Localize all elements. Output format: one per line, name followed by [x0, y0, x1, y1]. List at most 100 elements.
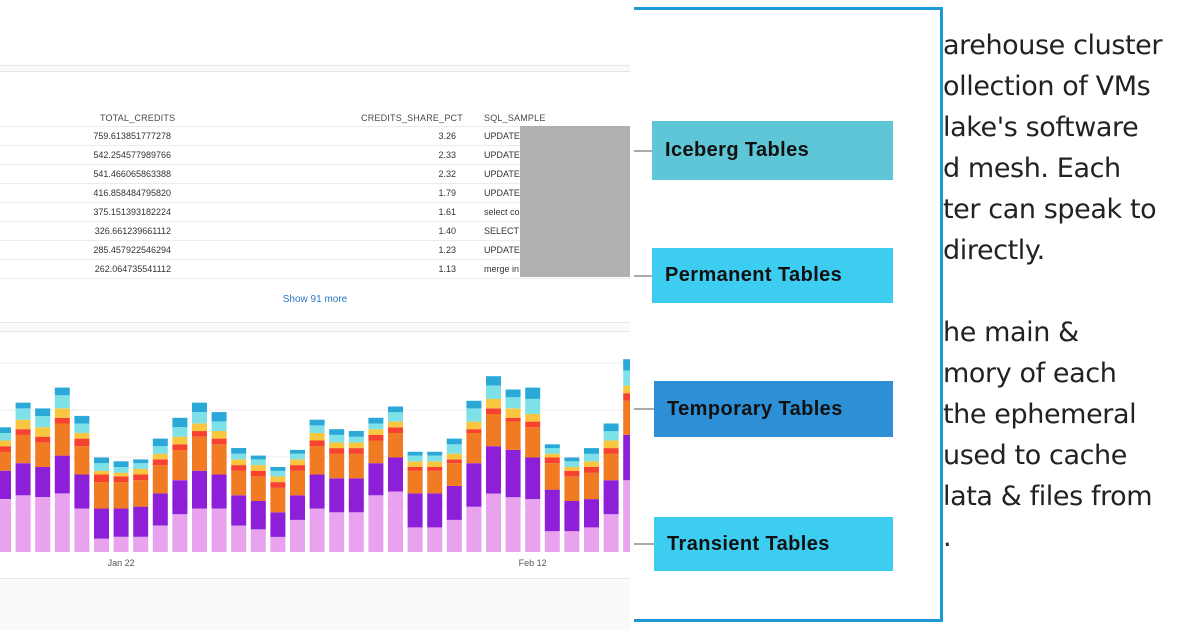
bar-segment[interactable] [486, 446, 501, 494]
bar-segment[interactable] [505, 497, 521, 552]
bar-segment[interactable] [152, 438, 168, 447]
bar-segment[interactable] [211, 508, 227, 553]
bar-segment[interactable] [329, 453, 345, 479]
bar-segment[interactable] [250, 470, 266, 477]
bar-segment[interactable] [623, 370, 630, 386]
bar-segment[interactable] [505, 397, 521, 409]
bar-segment[interactable] [152, 465, 168, 494]
bar-segment[interactable] [329, 434, 345, 443]
bar-segment[interactable] [446, 459, 462, 464]
bar-segment[interactable] [446, 485, 462, 520]
bar-segment[interactable] [94, 482, 109, 509]
bar-segment[interactable] [152, 446, 168, 454]
bar-segment[interactable] [368, 417, 384, 424]
bar-segment[interactable] [15, 419, 31, 430]
bar-segment[interactable] [486, 398, 501, 409]
bar-segment[interactable] [584, 472, 599, 500]
bar-segment[interactable] [466, 506, 482, 552]
bar-segment[interactable] [113, 472, 129, 477]
bar-segment[interactable] [94, 463, 109, 471]
bar-segment[interactable] [446, 444, 462, 454]
bar-segment[interactable] [74, 415, 90, 424]
bar-segment[interactable] [603, 440, 619, 449]
bar-segment[interactable] [603, 448, 619, 454]
bar-segment[interactable] [192, 402, 207, 413]
bar-segment[interactable] [544, 444, 560, 449]
bar-segment[interactable] [192, 508, 207, 553]
bar-segment[interactable] [113, 461, 129, 467]
bar-segment[interactable] [309, 474, 325, 509]
bar-segment[interactable] [231, 459, 247, 466]
bar-segment[interactable] [152, 493, 168, 526]
bar-segment[interactable] [172, 449, 188, 481]
bar-segment[interactable] [525, 457, 541, 500]
table-row[interactable]: 375.151393182224 1.61 select co [0, 202, 630, 221]
bar-segment[interactable] [544, 448, 560, 454]
table-row[interactable]: 416.858484795820 1.79 UPDATE [0, 183, 630, 202]
bar-segment[interactable] [74, 438, 90, 447]
bar-segment[interactable] [427, 451, 443, 456]
bar-segment[interactable] [211, 444, 227, 475]
bar-segment[interactable] [329, 478, 345, 513]
bar-segment[interactable] [388, 406, 403, 413]
bar-segment[interactable] [54, 455, 70, 494]
bar-segment[interactable] [250, 501, 266, 530]
bar-segment[interactable] [329, 429, 345, 435]
bar-segment[interactable] [192, 412, 207, 424]
bar-segment[interactable] [113, 536, 129, 552]
bar-segment[interactable] [211, 431, 227, 439]
bar-segment[interactable] [466, 463, 482, 507]
bar-segment[interactable] [172, 436, 188, 445]
bar-segment[interactable] [290, 453, 305, 460]
bar-segment[interactable] [623, 480, 630, 552]
bar-segment[interactable] [133, 459, 149, 464]
bar-segment[interactable] [388, 491, 403, 553]
bar-segment[interactable] [525, 421, 541, 428]
bar-segment[interactable] [35, 466, 51, 498]
bar-segment[interactable] [113, 467, 129, 473]
bar-segment[interactable] [505, 417, 521, 422]
bar-segment[interactable] [54, 417, 70, 424]
bar-segment[interactable] [584, 448, 599, 454]
bar-segment[interactable] [564, 501, 580, 532]
bar-segment[interactable] [74, 423, 90, 433]
bar-segment[interactable] [290, 459, 305, 466]
bar-segment[interactable] [427, 527, 443, 552]
bar-segment[interactable] [290, 519, 305, 552]
bar-segment[interactable] [133, 506, 149, 537]
bar-segment[interactable] [486, 493, 501, 552]
bar-segment[interactable] [74, 508, 90, 553]
bar-segment[interactable] [172, 514, 188, 552]
bar-segment[interactable] [427, 470, 443, 494]
bar-segment[interactable] [525, 427, 541, 458]
bar-segment[interactable] [192, 431, 207, 437]
bar-segment[interactable] [270, 470, 286, 477]
bar-segment[interactable] [94, 474, 109, 483]
bar-segment[interactable] [172, 417, 188, 428]
bar-segment[interactable] [309, 508, 325, 553]
bar-segment[interactable] [329, 442, 345, 449]
bar-segment[interactable] [250, 476, 266, 501]
bar-segment[interactable] [15, 408, 31, 420]
bar-segment[interactable] [564, 461, 580, 467]
bar-segment[interactable] [466, 408, 482, 422]
bar-segment[interactable] [348, 478, 364, 513]
column-header-sql-sample[interactable]: SQL_SAMPLE [484, 113, 546, 123]
bar-segment[interactable] [603, 423, 619, 432]
bar-segment[interactable] [544, 453, 560, 458]
bar-segment[interactable] [172, 480, 188, 515]
table-row[interactable]: 542.254577989766 2.33 UPDATE [0, 145, 630, 164]
bar-segment[interactable] [74, 474, 90, 509]
bar-segment[interactable] [309, 446, 325, 475]
bar-segment[interactable] [505, 408, 521, 418]
bar-segment[interactable] [564, 476, 580, 501]
bar-segment[interactable] [74, 432, 90, 439]
bar-segment[interactable] [231, 495, 247, 526]
bar-segment[interactable] [250, 455, 266, 460]
bar-segment[interactable] [544, 531, 560, 552]
bar-segment[interactable] [486, 385, 501, 399]
bar-segment[interactable] [270, 487, 286, 513]
bar-segment[interactable] [427, 461, 443, 467]
bar-segment[interactable] [35, 408, 51, 416]
bar-segment[interactable] [525, 398, 541, 414]
